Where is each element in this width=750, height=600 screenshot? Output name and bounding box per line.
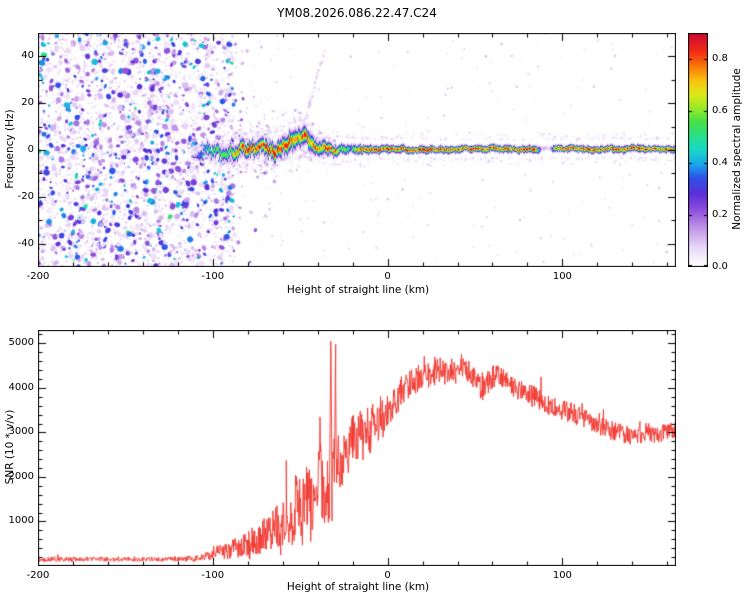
bottom-yaxis-label: SNR (10 * v/v): [4, 409, 16, 485]
bottom-x-tick-label: 0: [384, 570, 391, 581]
top-y-tick-label: 40: [21, 50, 34, 62]
snr-canvas: [38, 330, 676, 566]
colorbar-tick-label: 0.8: [712, 53, 728, 64]
plot-title: YM08.2026.086.22.47.C24: [277, 6, 437, 20]
top-y-tick-label: -20: [17, 190, 34, 202]
colorbar-canvas: [688, 33, 708, 267]
top-x-tick-label: -100: [201, 271, 225, 282]
top-x-tick-label: 0: [384, 271, 391, 282]
bottom-y-tick-label: 3000: [8, 426, 34, 438]
bottom-xaxis-label: Height of straight line (km): [286, 581, 430, 593]
top-xaxis-label: Height of straight line (km): [286, 284, 430, 296]
bottom-x-tick-label: 100: [552, 570, 572, 581]
bottom-y-tick-label: 5000: [8, 337, 34, 349]
bottom-x-tick-label: -200: [26, 570, 50, 581]
colorbar-label: Normalized spectral amplitude: [731, 68, 743, 230]
top-y-tick-label: -40: [17, 237, 34, 249]
top-x-tick-label: -200: [26, 271, 50, 282]
bottom-y-tick-label: 4000: [8, 381, 34, 393]
top-y-tick-label: 20: [21, 97, 34, 109]
top-x-tick-label: 100: [552, 271, 572, 282]
bottom-x-tick-label: -100: [201, 570, 225, 581]
top-y-tick-label: 0: [27, 144, 34, 155]
bottom-y-tick-label: 1000: [8, 515, 34, 527]
colorbar-tick-label: 0.6: [712, 105, 728, 116]
colorbar-tick-label: 0.0: [712, 261, 728, 272]
colorbar-tick-label: 0.4: [712, 157, 728, 168]
colorbar-tick-label: 0.2: [712, 209, 728, 220]
spectrogram-canvas: [38, 33, 676, 267]
bottom-y-tick-label: 2000: [8, 470, 34, 482]
